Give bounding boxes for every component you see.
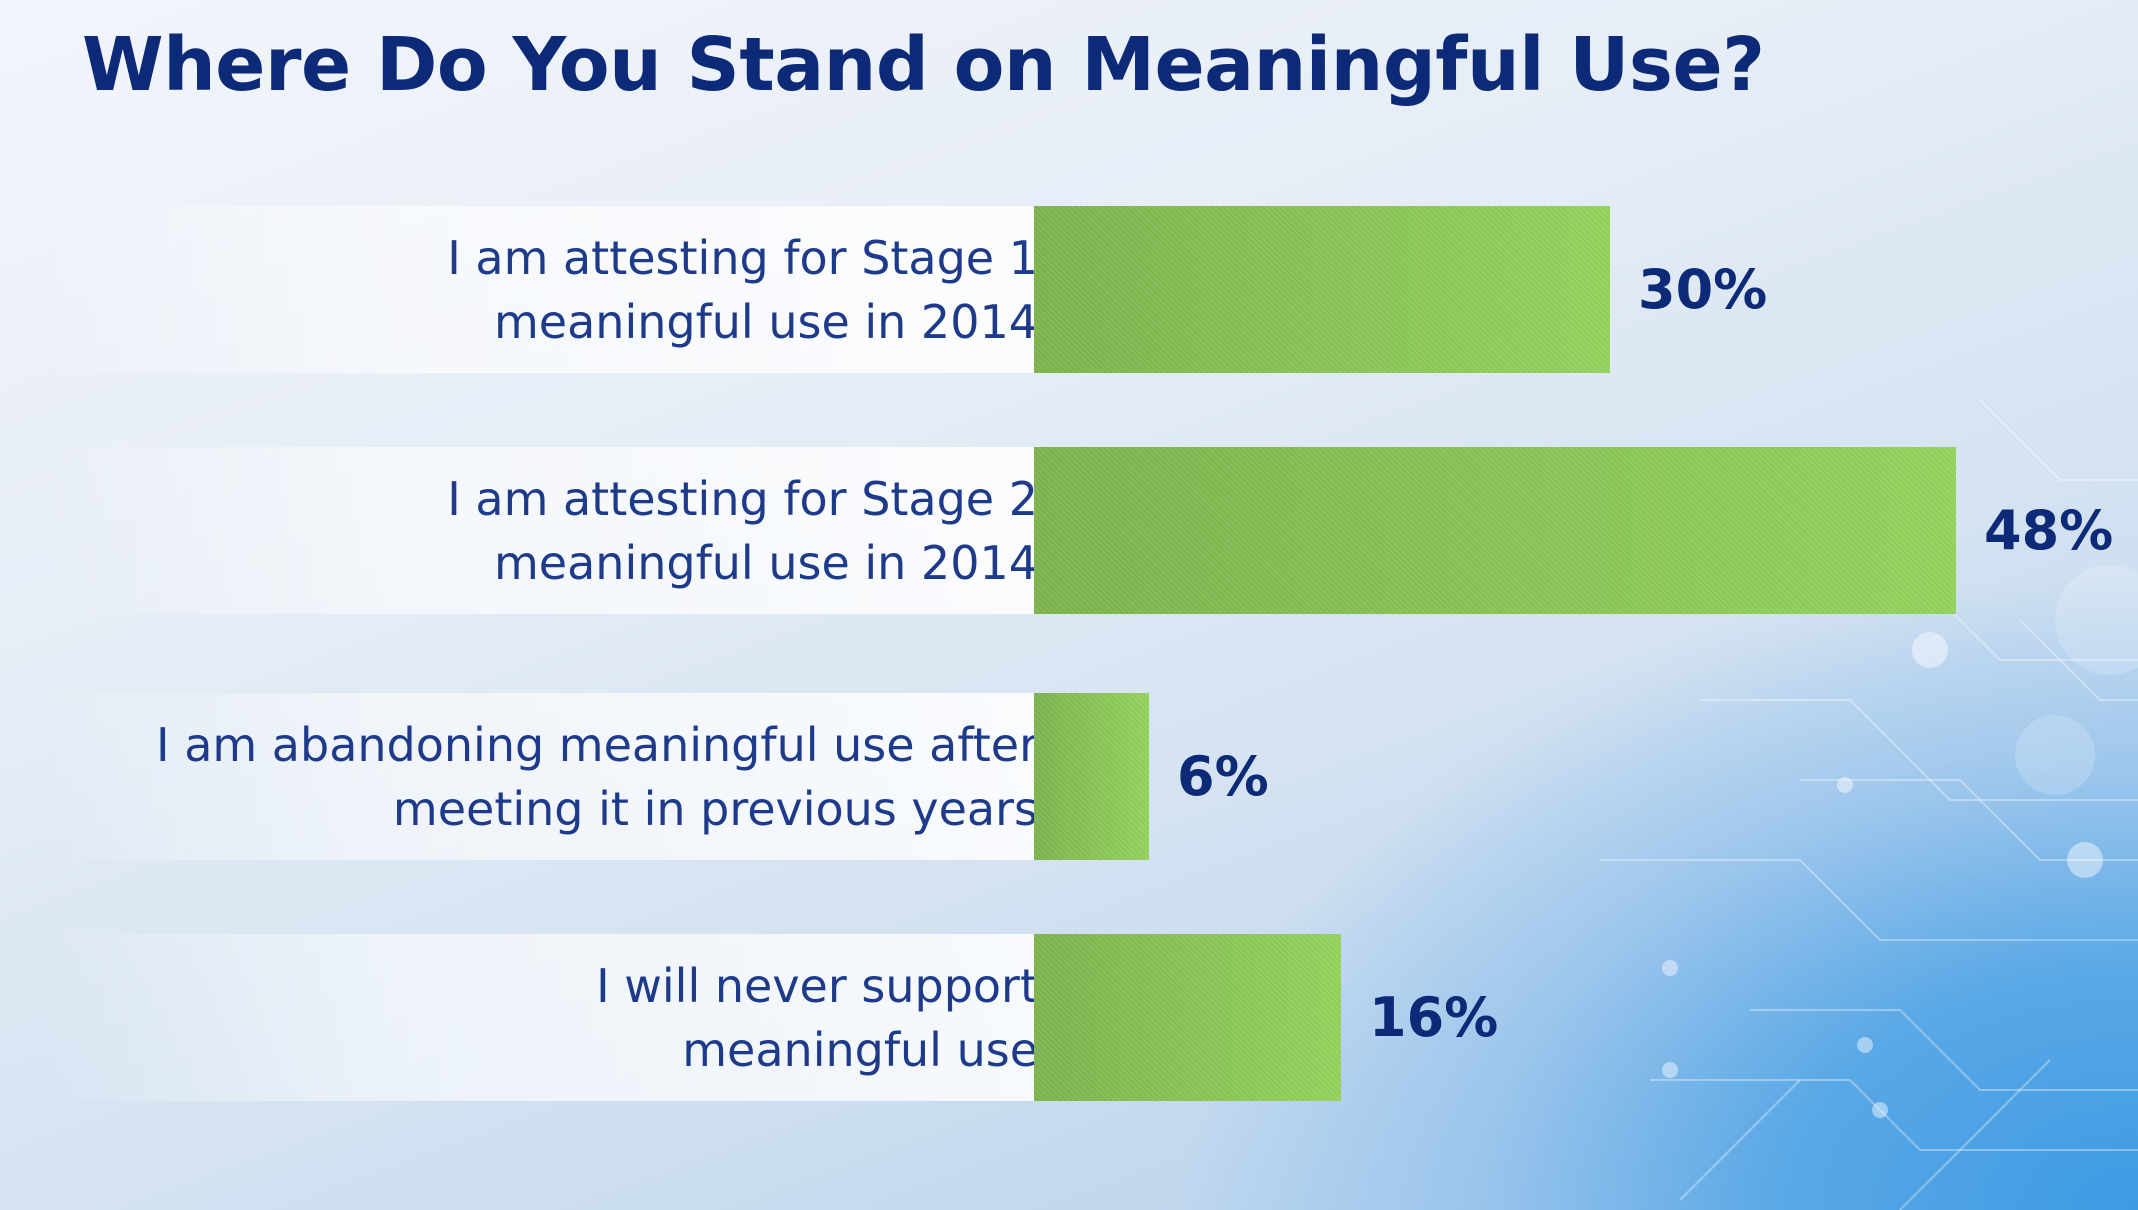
bar-label-panel xyxy=(40,934,1034,1101)
bar xyxy=(1034,447,1956,614)
page-title: Where Do You Stand on Meaningful Use? xyxy=(82,22,1765,108)
bar xyxy=(1034,206,1610,373)
bar-category-label: I am abandoning meaningful use after mee… xyxy=(156,717,1038,836)
bar-value-label: 16% xyxy=(1369,986,1499,1049)
bar-value-label: 6% xyxy=(1177,745,1269,808)
bar-row: I am attesting for Stage 2 meaningful us… xyxy=(0,447,2138,614)
bar xyxy=(1034,934,1341,1101)
bar xyxy=(1034,693,1149,860)
bar-value-label: 30% xyxy=(1638,258,1768,321)
bar-value-label: 48% xyxy=(1984,499,2114,562)
bar-label-panel xyxy=(40,206,1034,373)
bar-row: I am abandoning meaningful use after mee… xyxy=(0,693,2138,860)
bar-label-panel xyxy=(40,447,1034,614)
bar-row: I am attesting for Stage 1 meaningful us… xyxy=(0,206,2138,373)
bar-label-panel xyxy=(40,693,1034,860)
bar-category-label: I am attesting for Stage 1 meaningful us… xyxy=(447,230,1038,349)
bar-category-label: I am attesting for Stage 2 meaningful us… xyxy=(447,471,1038,590)
bar-row: I will never support meaningful use 16% xyxy=(0,934,2138,1101)
bar-category-label: I will never support meaningful use xyxy=(596,958,1038,1077)
